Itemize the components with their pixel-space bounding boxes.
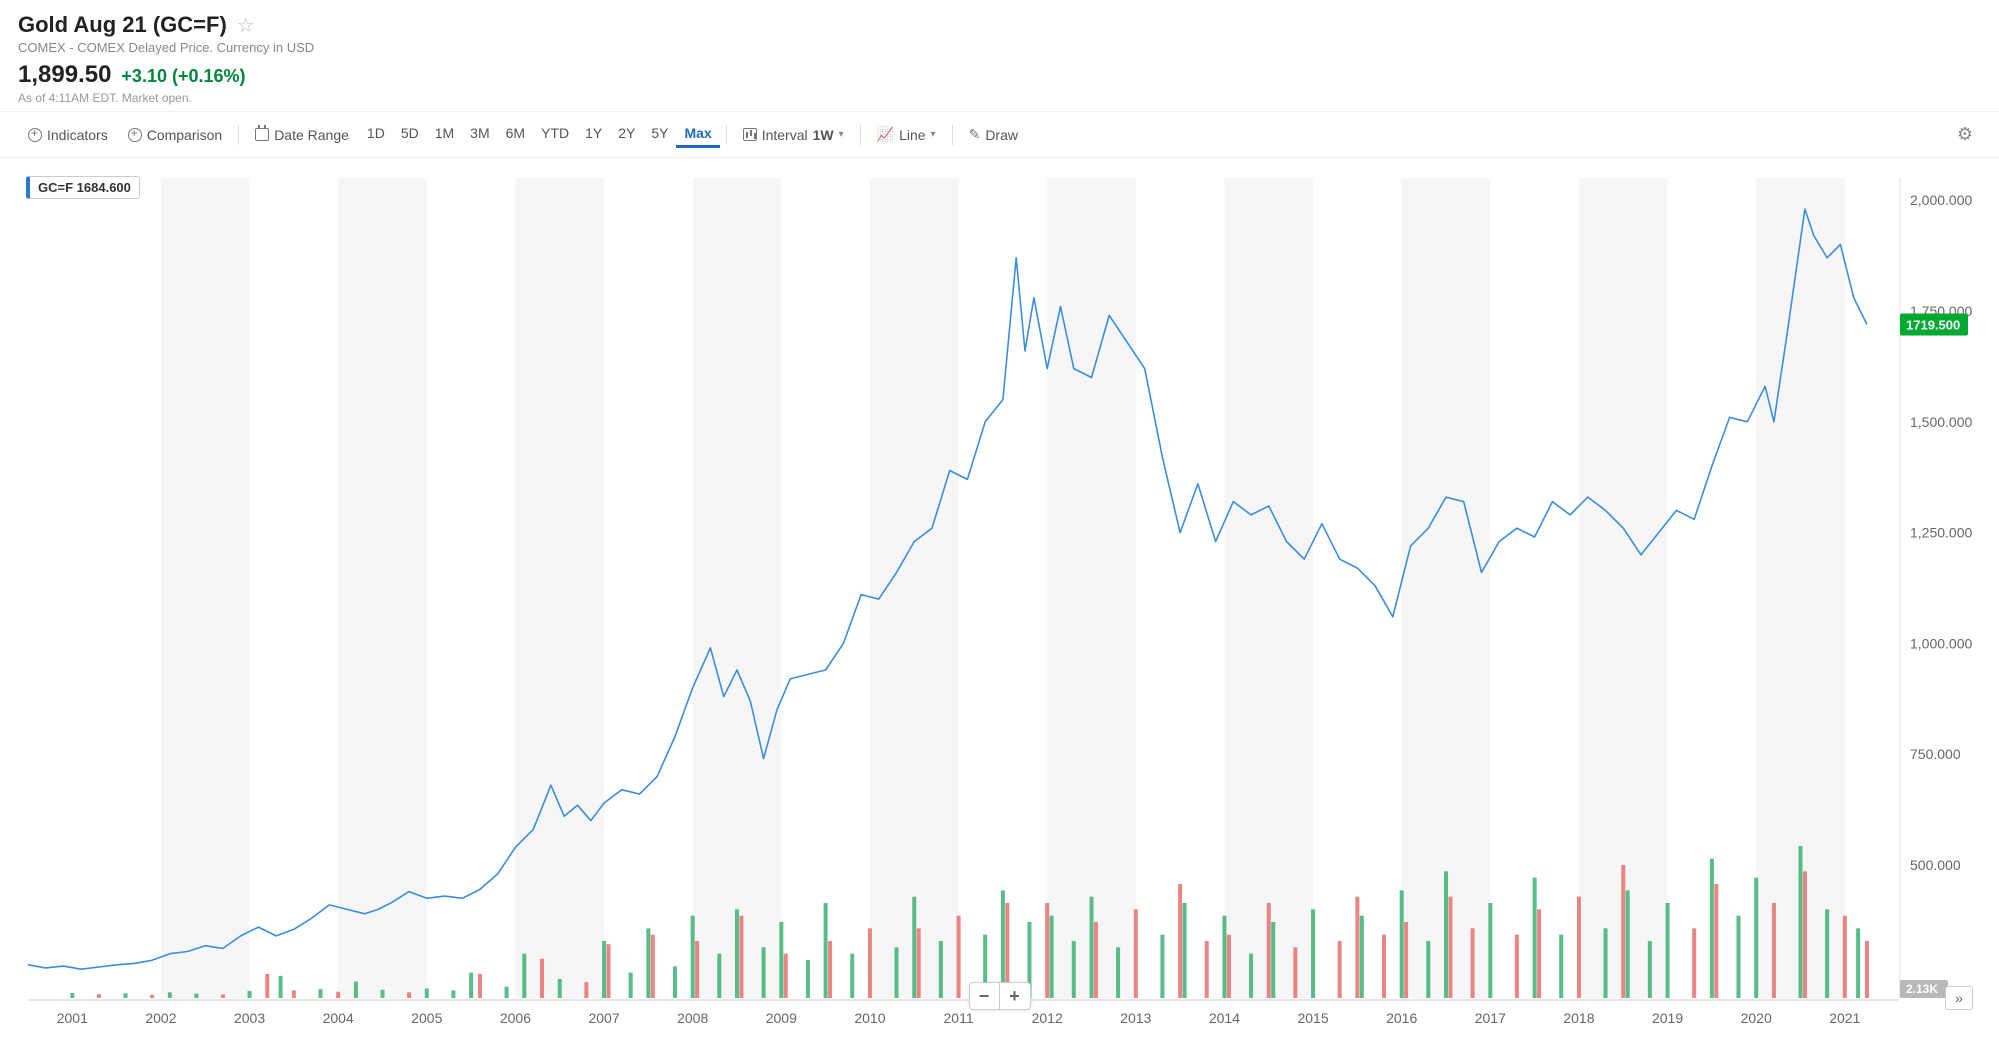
svg-text:2014: 2014 — [1209, 1010, 1240, 1026]
svg-text:2019: 2019 — [1652, 1010, 1683, 1026]
svg-text:2009: 2009 — [766, 1010, 797, 1026]
instrument-title: Gold Aug 21 (GC=F) — [18, 12, 227, 38]
svg-text:750.000: 750.000 — [1910, 746, 1961, 762]
svg-text:2002: 2002 — [145, 1010, 176, 1026]
svg-text:1,000.000: 1,000.000 — [1910, 635, 1972, 651]
range-2y[interactable]: 2Y — [610, 121, 643, 148]
svg-text:2015: 2015 — [1297, 1010, 1328, 1026]
plus-circle-icon — [128, 128, 142, 142]
svg-text:2018: 2018 — [1563, 1010, 1594, 1026]
chart-toolbar: Indicators Comparison Date Range 1D5D1M3… — [0, 111, 1999, 158]
svg-text:2006: 2006 — [500, 1010, 531, 1026]
range-1d[interactable]: 1D — [359, 121, 393, 148]
price-change: +3.10 (+0.16%) — [121, 66, 245, 87]
indicators-button[interactable]: Indicators — [18, 123, 118, 147]
toolbar-separator — [860, 125, 861, 145]
svg-text:2012: 2012 — [1032, 1010, 1063, 1026]
line-chart-icon: 📈 — [877, 126, 894, 143]
chart-container: GC=F 1684.600 500.000 750.000 1,000.000 1,2… — [18, 168, 1981, 1048]
quote-header: Gold Aug 21 (GC=F) ☆ COMEX - COMEX Delay… — [0, 0, 1999, 111]
quote-timestamp: As of 4:11AM EDT. Market open. — [18, 91, 1981, 105]
svg-text:500.000: 500.000 — [1910, 857, 1961, 873]
calendar-icon — [255, 128, 269, 141]
expand-button[interactable]: » — [1945, 986, 1973, 1010]
svg-text:2003: 2003 — [234, 1010, 265, 1026]
svg-text:2011: 2011 — [944, 1010, 974, 1026]
range-max[interactable]: Max — [676, 121, 719, 148]
svg-text:2017: 2017 — [1475, 1010, 1506, 1026]
favorite-star-icon[interactable]: ☆ — [237, 13, 255, 38]
range-5d[interactable]: 5D — [393, 121, 427, 148]
zoom-in-button[interactable]: + — [1000, 983, 1030, 1009]
chart-type-button[interactable]: 📈 Line ▾ — [867, 122, 946, 147]
svg-text:2010: 2010 — [854, 1010, 885, 1026]
range-1y[interactable]: 1Y — [577, 121, 610, 148]
range-3m[interactable]: 3M — [462, 121, 497, 148]
svg-text:2008: 2008 — [677, 1010, 708, 1026]
range-6m[interactable]: 6M — [498, 121, 533, 148]
series-badge[interactable]: GC=F 1684.600 — [26, 176, 140, 199]
range-1m[interactable]: 1M — [427, 121, 462, 148]
settings-gear-icon[interactable]: ⚙ — [1949, 120, 1981, 149]
svg-text:2021: 2021 — [1829, 1010, 1860, 1026]
toolbar-separator — [238, 125, 239, 145]
svg-text:1,250.000: 1,250.000 — [1910, 525, 1972, 541]
pencil-icon: ✎ — [969, 126, 981, 143]
draw-button[interactable]: ✎ Draw — [959, 122, 1028, 147]
interval-icon — [743, 128, 757, 141]
zoom-controls: − + — [969, 982, 1031, 1010]
chevron-down-icon: ▾ — [839, 129, 844, 140]
svg-text:1719.500: 1719.500 — [1906, 317, 1960, 332]
range-ytd[interactable]: YTD — [533, 121, 577, 148]
last-price: 1,899.50 — [18, 61, 111, 89]
toolbar-separator — [952, 125, 953, 145]
svg-text:2.13K: 2.13K — [1906, 982, 1938, 996]
range-5y[interactable]: 5Y — [643, 121, 676, 148]
svg-text:2016: 2016 — [1386, 1010, 1417, 1026]
svg-text:2,000.000: 2,000.000 — [1910, 192, 1972, 208]
svg-text:1,500.000: 1,500.000 — [1910, 414, 1972, 430]
chevron-down-icon: ▾ — [931, 129, 936, 140]
toolbar-separator — [726, 125, 727, 145]
svg-text:2007: 2007 — [588, 1010, 619, 1026]
range-buttons: 1D5D1M3M6MYTD1Y2Y5YMax — [359, 121, 720, 148]
comparison-button[interactable]: Comparison — [118, 123, 232, 147]
price-chart[interactable]: 500.000 750.000 1,000.000 1,250.000 1,500.00… — [18, 168, 1981, 1048]
exchange-subtitle: COMEX - COMEX Delayed Price. Currency in… — [18, 40, 1981, 55]
svg-text:2004: 2004 — [323, 1010, 354, 1026]
interval-button[interactable]: Interval 1W ▾ — [733, 123, 854, 147]
svg-text:2020: 2020 — [1741, 1010, 1772, 1026]
svg-text:2001: 2001 — [57, 1010, 88, 1026]
date-range-button[interactable]: Date Range — [245, 123, 359, 147]
zoom-out-button[interactable]: − — [970, 983, 1000, 1009]
svg-text:2013: 2013 — [1120, 1010, 1151, 1026]
plus-circle-icon — [28, 128, 42, 142]
svg-text:2005: 2005 — [411, 1010, 442, 1026]
